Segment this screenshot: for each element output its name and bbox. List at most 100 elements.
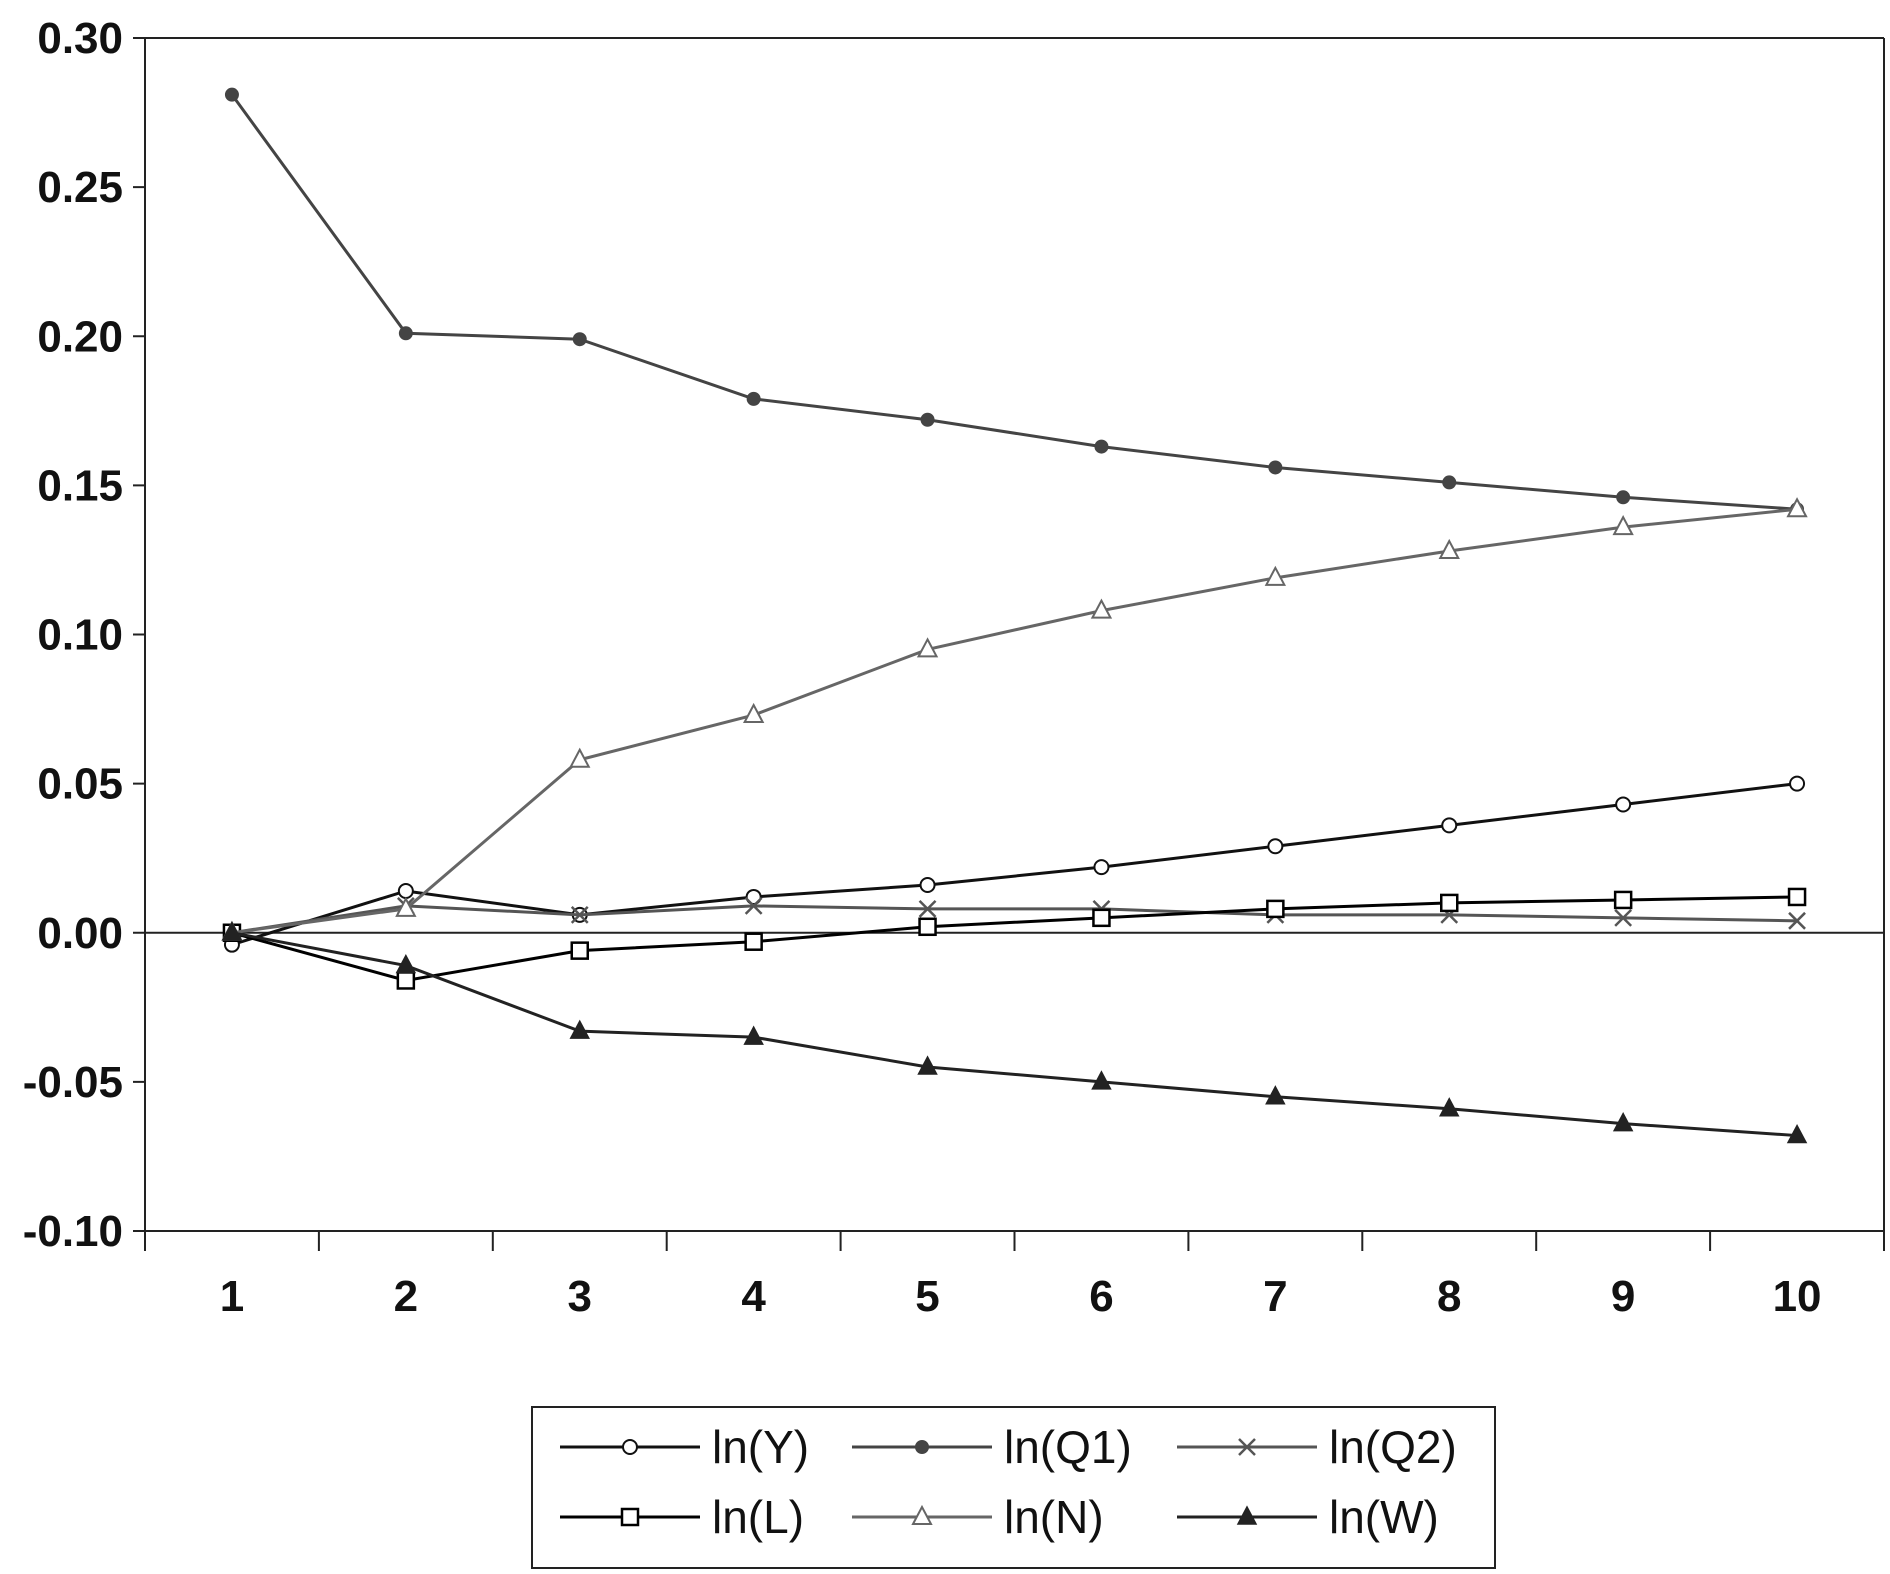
- legend-box: [531, 1406, 1496, 1569]
- data-point-ln-w: [743, 1025, 764, 1045]
- x-tick-label: 9: [1611, 1272, 1635, 1321]
- x-tick-label: 6: [1089, 1272, 1113, 1321]
- series-line-ln-l: [231, 895, 1798, 983]
- data-point-ln-l: [1613, 890, 1633, 910]
- series-ln-y: [223, 775, 1806, 953]
- data-point-ln-l: [744, 932, 763, 951]
- legend-swatch-marker: [1238, 1438, 1256, 1456]
- series-line-ln-q2: [231, 904, 1798, 935]
- data-point-ln-n: [1612, 514, 1634, 536]
- data-point-ln-q1: [224, 87, 239, 102]
- data-point-ln-n: [1264, 565, 1287, 586]
- data-point-ln-q1: [1616, 490, 1631, 505]
- series-ln-w: [221, 921, 1808, 1144]
- x-axis-ticks: 1 2 3 4 5 6 7 8 9 10: [144, 1231, 1885, 1321]
- x-tick-label: 5: [915, 1272, 939, 1321]
- data-point-ln-w: [1786, 1123, 1808, 1144]
- data-point-ln-y: [1441, 817, 1458, 834]
- y-tick-label: 0.20: [37, 312, 123, 361]
- legend-label: ln(N): [1004, 1491, 1104, 1543]
- data-point-ln-w: [917, 1055, 938, 1075]
- legend-swatch-marker: [911, 1504, 933, 1525]
- legend: ln(Y) ln(Q1) ln(Q2) ln(L) ln(N) ln(W): [531, 1406, 1496, 1569]
- data-point-ln-q1: [1268, 460, 1283, 475]
- data-point-ln-y: [1093, 859, 1110, 876]
- data-point-ln-l: [570, 941, 589, 960]
- series-line-ln-q1: [230, 93, 1798, 511]
- data-point-ln-n: [1438, 538, 1460, 559]
- data-point-ln-n: [916, 637, 939, 658]
- data-point-ln-y: [1789, 775, 1806, 792]
- data-point-ln-y: [1267, 838, 1284, 855]
- data-point-ln-q1: [398, 326, 413, 341]
- data-point-ln-n: [395, 896, 417, 917]
- data-point-ln-l: [1787, 887, 1807, 907]
- data-point-ln-w: [1612, 1112, 1634, 1132]
- data-point-ln-q2: [918, 900, 937, 918]
- data-point-ln-q2: [744, 897, 763, 915]
- y-tick-label: 0.30: [37, 14, 123, 63]
- series-line-ln-n: [231, 507, 1798, 935]
- legend-label: ln(L): [712, 1491, 804, 1543]
- legend-swatch-marker: [1236, 1505, 1258, 1525]
- data-point-ln-w: [395, 953, 417, 974]
- x-tick-label: 3: [568, 1272, 592, 1321]
- data-point-ln-q1: [1094, 439, 1109, 454]
- data-point-ln-q1: [1442, 475, 1457, 490]
- data-point-ln-y: [745, 888, 762, 905]
- data-point-ln-q1: [746, 391, 761, 406]
- data-point-ln-y: [397, 882, 414, 899]
- series-ln-q1: [224, 87, 1805, 517]
- legend-item-ln-n: ln(N): [852, 1491, 1104, 1543]
- data-point-ln-w: [569, 1019, 590, 1039]
- data-point-ln-l: [918, 917, 937, 937]
- legend-label: ln(Q2): [1329, 1421, 1457, 1473]
- y-tick-label: 0.25: [37, 163, 123, 212]
- legend-item-ln-y: ln(Y): [560, 1421, 809, 1473]
- y-axis-ticks: 0.30 0.25 0.20 0.15 0.10 0.05 0.00 -0.05 -0.10: [23, 14, 145, 1256]
- legend-item-ln-w: ln(W): [1177, 1491, 1439, 1543]
- series-group: [221, 87, 1808, 1144]
- legend-item-ln-q1: ln(Q1): [852, 1421, 1132, 1473]
- y-tick-label: 0.00: [37, 909, 123, 958]
- data-point-ln-y: [1615, 796, 1632, 813]
- series-line-ln-y: [231, 782, 1798, 947]
- plot-frame: [144, 37, 1885, 1232]
- data-point-ln-n: [1090, 598, 1113, 619]
- data-point-ln-l: [396, 971, 416, 990]
- x-tick-label: 1: [220, 1272, 244, 1321]
- data-point-ln-n: [569, 747, 591, 768]
- legend-label: ln(Y): [712, 1421, 809, 1473]
- legend-label: ln(W): [1329, 1491, 1439, 1543]
- data-point-ln-w: [1265, 1085, 1286, 1105]
- legend-swatch-marker: [620, 1507, 640, 1527]
- data-point-ln-n: [1786, 497, 1808, 518]
- data-point-ln-l: [1092, 908, 1111, 928]
- data-point-ln-y: [919, 877, 936, 894]
- series-ln-n: [221, 497, 1808, 941]
- data-point-ln-q1: [572, 332, 587, 347]
- series-ln-q2: [223, 897, 1806, 942]
- y-tick-label: -0.10: [23, 1207, 123, 1256]
- y-tick-label: 0.05: [37, 760, 123, 809]
- legend-label: ln(Q1): [1004, 1421, 1132, 1473]
- data-point-ln-w: [221, 921, 243, 941]
- y-tick-label: 0.10: [37, 611, 123, 660]
- legend-swatch-marker: [915, 1440, 929, 1454]
- x-tick-label: 4: [741, 1272, 766, 1321]
- series-line-ln-w: [231, 931, 1798, 1138]
- x-tick-label: 10: [1773, 1272, 1822, 1321]
- data-point-ln-q2: [570, 905, 589, 924]
- x-tick-label: 8: [1437, 1272, 1461, 1321]
- legend-item-ln-q2: ln(Q2): [1177, 1421, 1457, 1473]
- data-point-ln-q1: [920, 412, 935, 427]
- data-point-ln-q2: [1788, 911, 1806, 930]
- legend-swatch-marker: [622, 1439, 638, 1455]
- data-point-ln-q2: [1614, 908, 1633, 927]
- data-point-ln-n: [742, 702, 765, 724]
- legend-item-ln-l: ln(L): [560, 1491, 804, 1543]
- data-point-ln-w: [1439, 1097, 1460, 1117]
- data-point-ln-l: [1266, 899, 1285, 919]
